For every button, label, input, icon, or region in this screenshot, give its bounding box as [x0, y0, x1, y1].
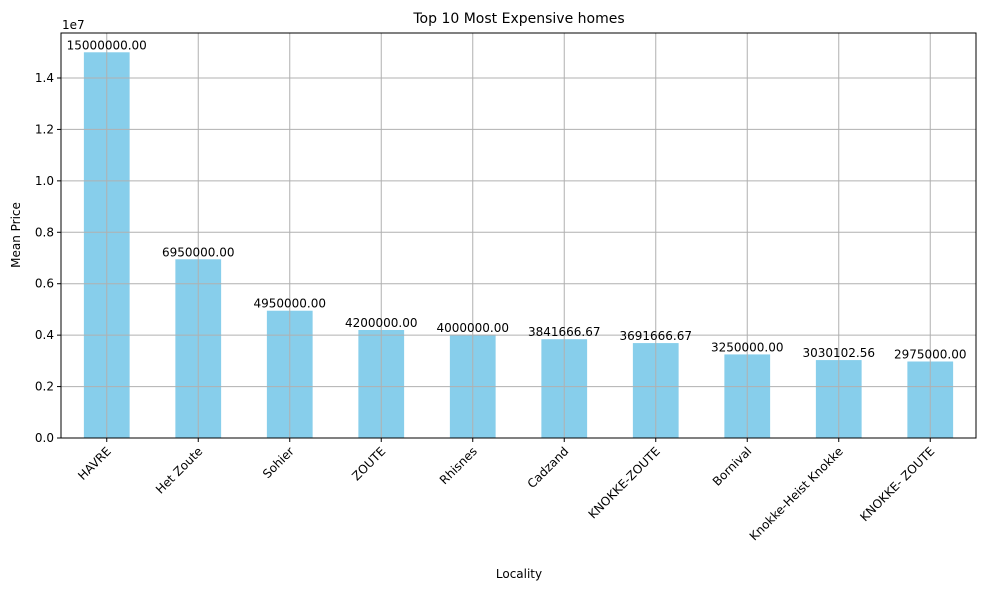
axes: 0.0 0.2 0.4 0.6 0.8 1.0 1.2 1.4 HAVRE Het Zoute So…: [35, 71, 937, 543]
y-tick-label: 1.2: [35, 122, 54, 136]
x-tick-label: Knokke-Heist Knokke: [747, 444, 846, 543]
bar-value-label: 4200000.00: [345, 316, 418, 330]
y-axis-offset-label: 1e7: [62, 18, 85, 32]
bar-value-label: 3030102.56: [802, 346, 875, 360]
y-axis-label: Mean Price: [9, 202, 23, 268]
x-tick-label: ZOUTE: [349, 444, 388, 483]
x-tick-label: Bornival: [710, 444, 755, 489]
x-tick-label: Sohier: [260, 444, 297, 481]
x-tick-label: KNOKKE-ZOUTE: [586, 444, 663, 521]
y-tick-label: 0.4: [35, 328, 54, 342]
plot-frame: [60, 32, 977, 439]
bar-value-label: 3691666.67: [619, 329, 692, 343]
y-tick-label: 1.0: [35, 174, 54, 188]
bar-value-label: 4000000.00: [436, 321, 509, 335]
bar-value-label: 2975000.00: [894, 348, 967, 362]
x-tick-label: Rhisnes: [437, 444, 480, 487]
x-tick-label: HAVRE: [75, 444, 114, 483]
bar-value-label: 4950000.00: [253, 297, 326, 311]
chart-title: Top 10 Most Expensive homes: [412, 11, 624, 27]
y-tick-label: 0.2: [35, 380, 54, 394]
y-tick-label: 0.8: [35, 225, 54, 239]
bar-value-label: 3841666.67: [528, 325, 601, 339]
bar-value-label: 15000000.00: [67, 38, 147, 52]
x-axis-label: Locality: [496, 567, 542, 581]
y-tick-label: 0.6: [35, 277, 54, 291]
y-tick-label: 0.0: [35, 431, 54, 445]
x-tick-label: Het Zoute: [153, 444, 205, 496]
bar-value-label: 3250000.00: [711, 340, 784, 354]
x-tick-label: KNOKKE- ZOUTE: [857, 444, 937, 524]
bars: 15000000.00 6950000.00 4950000.00 4200000.0…: [67, 38, 967, 439]
bar-value-label: 6950000.00: [162, 245, 235, 259]
y-tick-label: 1.4: [35, 71, 54, 85]
x-tick-label: Cadzand: [525, 444, 572, 491]
